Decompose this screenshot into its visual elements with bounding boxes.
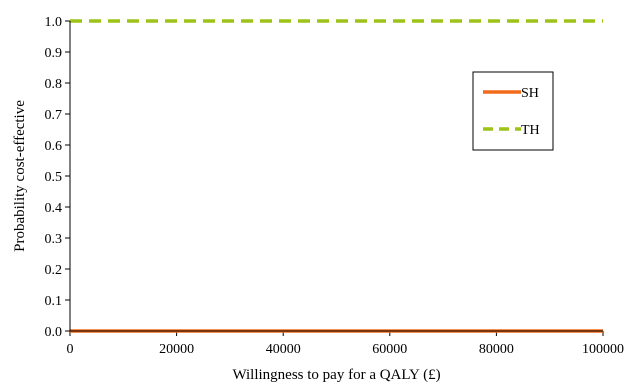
y-tick-label: 0.9 [45, 46, 63, 61]
x-tick-label: 80000 [479, 342, 514, 357]
y-tick-label: 0.8 [45, 77, 63, 92]
x-tick-label: 40000 [266, 342, 301, 357]
legend-box [472, 71, 554, 151]
y-tick-label: 0.1 [45, 294, 63, 309]
y-tick-label: 0.6 [45, 139, 63, 154]
y-tick-label: 0.2 [45, 263, 63, 278]
legend-label-th: TH [521, 123, 540, 138]
y-tick-label: 0.4 [45, 201, 63, 216]
y-tick-label: 0.3 [45, 232, 63, 247]
x-tick-label: 60000 [372, 342, 407, 357]
x-tick-label: 20000 [159, 342, 194, 357]
x-axis-title: Willingness to pay for a QALY (£) [232, 367, 440, 383]
x-tick-label: 0 [67, 342, 74, 357]
legend-label-sh: SH [521, 86, 539, 101]
y-axis-ticks: 0.0 0.1 0.2 0.3 0.4 0.5 0.6 0.7 0.8 0.9 1.0 [45, 15, 70, 340]
y-axis-title: Probability cost-effective [12, 100, 28, 252]
series-layer [70, 19, 603, 333]
x-tick-label: 100000 [582, 342, 624, 357]
y-tick-label: 0.7 [45, 108, 63, 123]
y-tick-label: 1.0 [45, 15, 63, 30]
legend: SH TH [472, 71, 554, 151]
y-tick-label: 0.0 [45, 325, 63, 340]
y-tick-label: 0.5 [45, 170, 63, 185]
x-axis-ticks: 0 20000 40000 60000 80000 100000 [67, 331, 624, 357]
